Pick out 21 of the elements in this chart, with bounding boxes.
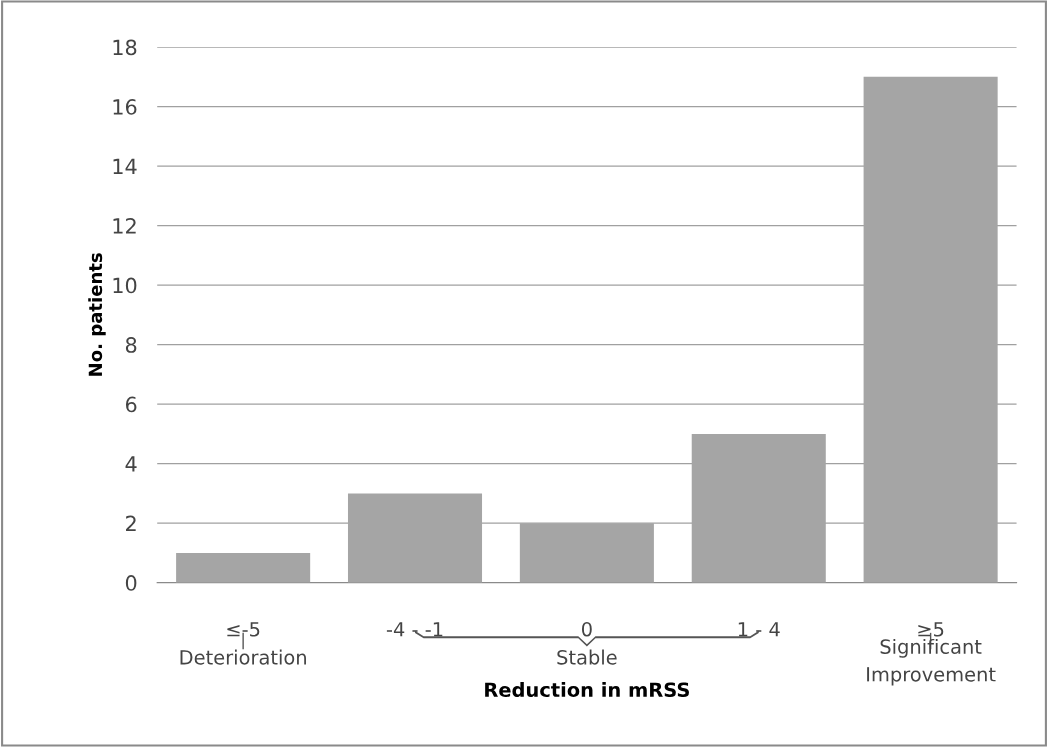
y-axis-title: No. patients [88, 253, 106, 376]
y-tick-label: 8 [125, 337, 137, 353]
text: Significant Improvement [867, 638, 996, 686]
y-tick-label: 18 [113, 39, 137, 56]
bar [176, 552, 311, 583]
y-tick-label: 0 [125, 575, 137, 591]
x-tick-label: 1 - 4 [738, 622, 780, 637]
x-axis-title: Reduction in mRSS [485, 682, 689, 698]
y-tick-label: 2 [126, 515, 136, 532]
y-tick-label: 4 [125, 456, 137, 472]
x-tick-label: ≥5 [918, 622, 944, 637]
text: Stable [557, 649, 617, 665]
x-tick-label: 0 [581, 621, 592, 637]
x-tick-label: -4 - -1 [386, 622, 443, 637]
y-tick-label: 6 [125, 396, 137, 413]
x-tick-label: ≤-5 [227, 622, 260, 637]
y-tick-label: 12 [113, 218, 136, 234]
text: Deterioration [180, 649, 306, 665]
y-tick-label: 16 [113, 99, 137, 115]
y-tick-label: 14 [113, 158, 137, 174]
y-tick-label: 10 [113, 277, 137, 294]
